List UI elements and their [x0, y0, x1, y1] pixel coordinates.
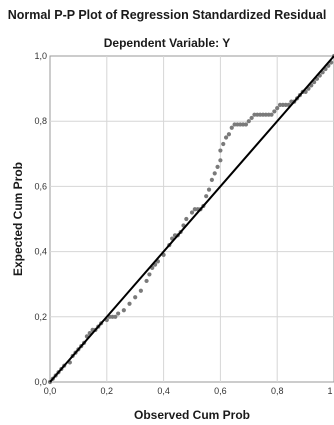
data-point: [212, 171, 217, 176]
data-point: [127, 301, 132, 306]
chart-title: Normal P-P Plot of Regression Standardiz…: [7, 8, 327, 22]
data-point: [218, 158, 223, 163]
data-point: [121, 308, 126, 313]
y-tick-label: 0,8: [34, 116, 47, 126]
data-point: [272, 109, 277, 114]
x-tick-label: 1: [327, 386, 332, 396]
y-tick-label: 1,0: [34, 51, 47, 61]
y-tick-label: 0,2: [34, 312, 47, 322]
data-point: [144, 278, 149, 284]
x-tick-labels: 0,0 0,2 0,4 0,6 0,8 1: [44, 386, 333, 396]
data-point: [184, 216, 189, 222]
data-point: [229, 125, 234, 130]
data-point: [215, 164, 220, 169]
y-axis-title: Expected Cum Prob: [11, 162, 25, 276]
y-tick-label: 0,4: [34, 247, 47, 257]
data-point: [206, 187, 212, 192]
reference-line: [49, 55, 334, 383]
data-point: [223, 135, 229, 140]
data-point: [133, 295, 138, 300]
x-tick-label: 0,6: [214, 386, 227, 396]
chart-subtitle: Dependent Variable: Y: [103, 36, 231, 50]
data-point: [275, 106, 280, 111]
x-tick-label: 0,4: [157, 386, 170, 396]
data-point: [249, 115, 254, 121]
data-point: [226, 132, 232, 137]
data-point: [246, 119, 251, 124]
data-point: [243, 122, 249, 127]
data-point: [113, 314, 118, 319]
y-tick-label: 0,0: [34, 377, 47, 387]
data-point: [204, 194, 209, 199]
data-point: [189, 210, 195, 215]
data-point: [138, 288, 143, 293]
x-tick-label: 0,0: [44, 386, 57, 396]
x-tick-label: 0,8: [271, 386, 284, 396]
gridlines: [50, 56, 334, 382]
y-tick-labels: 0,0 0,2 0,4 0,6 0,8 1,0: [34, 51, 47, 387]
data-point: [116, 311, 121, 316]
x-tick-label: 0,2: [101, 386, 114, 396]
data-point: [218, 148, 223, 153]
data-point: [269, 112, 274, 117]
data-point: [209, 177, 214, 182]
y-tick-label: 0,6: [34, 181, 47, 191]
data-point: [147, 272, 152, 277]
data-point: [221, 141, 226, 147]
x-axis-title: Observed Cum Prob: [134, 408, 250, 422]
